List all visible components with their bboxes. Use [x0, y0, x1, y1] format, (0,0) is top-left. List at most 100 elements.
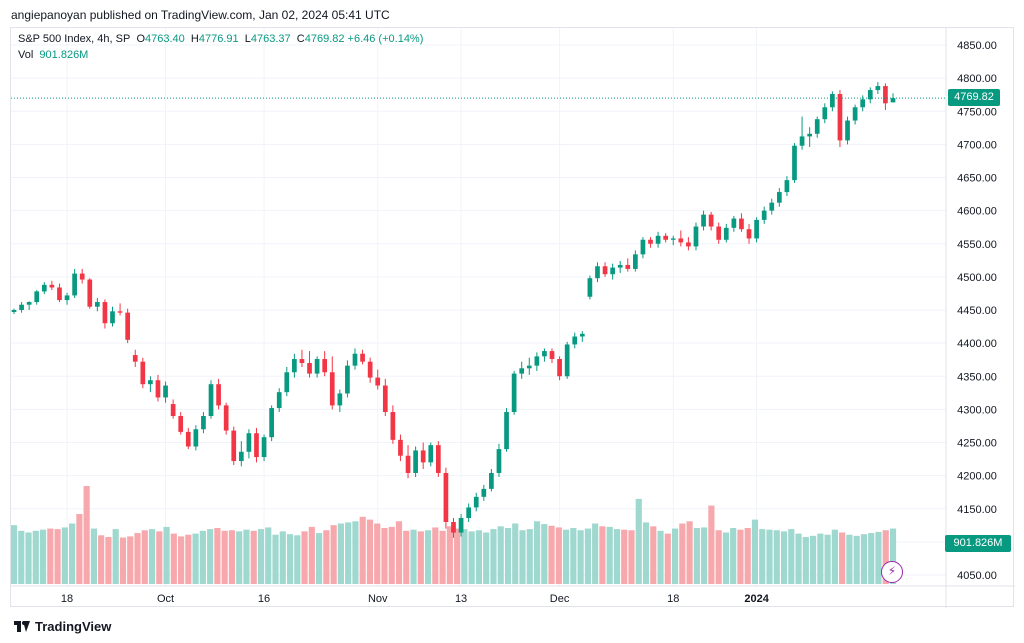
volume-bar — [243, 529, 250, 584]
volume-bar — [337, 523, 344, 584]
candle-body — [201, 416, 206, 430]
candle-body — [41, 284, 47, 292]
volume-bar — [679, 523, 686, 584]
volume-bar — [701, 527, 708, 584]
volume-bar — [766, 529, 773, 584]
candle-body — [511, 373, 517, 413]
volume-bar — [228, 530, 236, 584]
candle-body — [11, 310, 17, 312]
candle-body — [95, 302, 100, 307]
volume-bar — [105, 536, 112, 584]
candle-body — [87, 279, 93, 307]
volume-bar — [148, 529, 156, 584]
volume-bar — [853, 535, 860, 584]
volume-bar — [483, 532, 490, 584]
volume-bar — [468, 531, 475, 584]
change-value: +6.46 (+0.14%) — [347, 33, 424, 45]
volume-bar — [141, 530, 148, 584]
volume-bar — [308, 526, 315, 584]
candle-body — [110, 311, 115, 324]
candle-body — [716, 226, 722, 240]
volume-bar — [83, 486, 90, 584]
volume-bar — [192, 533, 199, 584]
volume-bar — [737, 529, 744, 584]
candle-body — [526, 365, 532, 369]
y-tick-label: 4500.00 — [957, 272, 997, 284]
candle-body — [610, 267, 615, 275]
volume-bar — [671, 528, 679, 584]
volume-bar — [664, 533, 671, 584]
y-tick-label: 4800.00 — [957, 73, 997, 85]
volume-bar — [265, 527, 272, 584]
volume-bar — [548, 525, 555, 584]
candle-body — [405, 455, 411, 473]
candle-body — [693, 226, 699, 247]
volume-bar — [446, 526, 453, 584]
volume-bar — [795, 533, 802, 584]
candle-body — [731, 218, 737, 228]
volume-bar — [432, 527, 439, 584]
x-tick-label: Dec — [550, 593, 570, 605]
volume-bar — [18, 530, 25, 584]
low-label: L — [244, 33, 251, 45]
price-chart[interactable]: 4850.00 4800.00 4750.00 4700.00 4650.00 4600.… — [11, 28, 1015, 608]
volume-bar — [127, 536, 134, 584]
candle-body — [223, 405, 229, 431]
chart-frame[interactable]: 4850.00 4800.00 4750.00 4700.00 4650.00 4600.… — [10, 27, 1015, 608]
lightning-icon[interactable]: ⚡ — [881, 561, 903, 583]
volume-bar — [32, 530, 39, 584]
volume-bar — [207, 529, 214, 584]
low-value: 4763.37 — [250, 33, 291, 45]
tradingview-logo-icon — [14, 621, 30, 632]
volume-bar — [802, 536, 809, 584]
volume-value: 901.826M — [39, 49, 89, 61]
y-tick-label: 4050.00 — [957, 570, 997, 582]
volume-bar — [563, 529, 570, 584]
candle-body — [875, 86, 881, 91]
x-tick-label: 16 — [258, 593, 270, 605]
high-label: H — [190, 33, 199, 45]
candle-body — [163, 385, 168, 398]
candle-body — [822, 107, 828, 120]
candle-body — [216, 384, 221, 406]
candle-body — [26, 302, 32, 305]
candle-body — [686, 242, 691, 247]
candle-body — [723, 227, 729, 240]
volume-bar — [490, 529, 497, 584]
volume-bar — [541, 524, 548, 584]
volume-bar — [352, 521, 359, 584]
candle-body — [458, 518, 464, 533]
volume-bar — [47, 528, 54, 584]
volume-bar — [112, 529, 119, 584]
volume-bar — [11, 525, 18, 584]
candle-body — [534, 356, 540, 366]
y-tick-label: 4750.00 — [957, 106, 997, 118]
candle-body — [542, 351, 547, 357]
x-tick-label: Oct — [157, 593, 174, 605]
volume-bar — [868, 533, 875, 584]
candle-body — [185, 431, 191, 447]
volume-bar — [533, 521, 541, 584]
candle-body — [322, 359, 328, 373]
candle-body — [648, 239, 653, 244]
candle-body — [814, 119, 820, 134]
candle-body — [246, 433, 252, 452]
candle-body — [496, 449, 502, 473]
candle-body — [739, 218, 744, 230]
symbol-label[interactable]: S&P 500 Index, 4h, SP — [18, 33, 131, 45]
y-tick-label: 4600.00 — [957, 206, 997, 218]
candle-body — [117, 311, 123, 313]
volume-bar — [403, 530, 410, 584]
volume-bar — [635, 498, 642, 584]
y-tick-label: 4650.00 — [957, 173, 997, 185]
open-label: O — [136, 33, 146, 45]
volume-bar — [780, 531, 788, 584]
volume-bar — [374, 523, 381, 584]
volume-bar — [119, 537, 127, 584]
candle-body — [670, 238, 676, 240]
candle-body — [19, 304, 24, 310]
footer-brand: TradingView — [14, 619, 111, 634]
volume-bar — [875, 531, 882, 584]
candle-body — [776, 192, 782, 203]
candle-body — [451, 522, 456, 533]
